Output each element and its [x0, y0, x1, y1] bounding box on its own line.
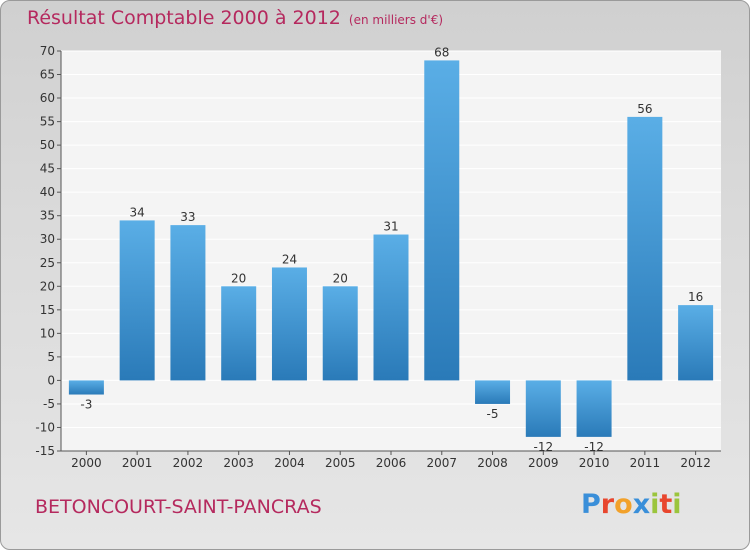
logo-letter: P [581, 489, 601, 520]
data-label: 34 [130, 205, 145, 219]
data-label: 16 [688, 290, 703, 304]
y-tick-label: 70 [40, 44, 55, 58]
x-tick-label: 2008 [477, 456, 508, 470]
x-tick-label: 2004 [274, 456, 305, 470]
data-label: 20 [333, 271, 348, 285]
y-tick-label: 35 [40, 209, 55, 223]
bar [525, 380, 561, 437]
data-label: 24 [282, 252, 297, 266]
logo-letter: o [614, 489, 633, 520]
data-label: -5 [487, 407, 499, 421]
y-tick-label: 40 [40, 185, 55, 199]
y-tick-label: 45 [40, 162, 55, 176]
data-label: 33 [180, 210, 195, 224]
y-tick-label: -10 [35, 420, 55, 434]
x-tick-label: 2002 [173, 456, 204, 470]
y-tick-label: -5 [43, 397, 55, 411]
x-tick-label: 2006 [376, 456, 407, 470]
logo-letter: i [672, 489, 682, 520]
x-tick-label: 2011 [630, 456, 661, 470]
x-tick-label: 2012 [680, 456, 711, 470]
bar [424, 60, 460, 381]
logo-letter: i [650, 489, 660, 520]
x-tick-label: 2001 [122, 456, 153, 470]
data-label: 68 [434, 45, 449, 59]
y-tick-label: 65 [40, 68, 55, 82]
y-tick-label: 20 [40, 279, 55, 293]
proxiti-logo: Proxiti [581, 489, 682, 520]
title-text: Résultat Comptable 2000 à 2012 [27, 7, 341, 29]
bar [68, 380, 104, 395]
logo-letter: r [600, 489, 615, 520]
bar [221, 286, 257, 381]
y-tick-label: 30 [40, 232, 55, 246]
data-label: -12 [534, 440, 554, 454]
x-tick-label: 2009 [528, 456, 559, 470]
bar [678, 305, 714, 381]
y-tick-label: 10 [40, 326, 55, 340]
x-tick-label: 2010 [579, 456, 610, 470]
y-tick-label: 60 [40, 91, 55, 105]
x-tick-label: 2000 [71, 456, 102, 470]
chart-title: Résultat Comptable 2000 à 2012 (en millie… [27, 7, 443, 29]
bar [475, 380, 511, 404]
y-tick-label: 5 [47, 350, 55, 364]
bar [627, 116, 663, 381]
y-tick-label: 15 [40, 303, 55, 317]
x-tick-label: 2005 [325, 456, 356, 470]
y-tick-label: 0 [47, 373, 55, 387]
y-tick-label: 50 [40, 138, 55, 152]
logo-letter: x [632, 489, 651, 520]
data-label: -3 [80, 398, 92, 412]
bar [271, 267, 307, 381]
y-tick-label: 25 [40, 256, 55, 270]
data-label: -12 [584, 440, 604, 454]
bar [119, 220, 155, 381]
y-tick-label: 55 [40, 115, 55, 129]
data-label: 20 [231, 271, 246, 285]
unit-label: (en milliers d'€) [348, 13, 444, 27]
logo-letter: t [659, 489, 673, 520]
city-name: BETONCOURT-SAINT-PANCRAS [35, 496, 322, 518]
data-label: 31 [383, 220, 398, 234]
bar [576, 380, 612, 437]
data-label: 56 [637, 102, 652, 116]
bar [373, 234, 409, 381]
y-tick-label: -15 [35, 444, 55, 458]
x-tick-label: 2007 [426, 456, 457, 470]
bar [170, 225, 206, 381]
bar [322, 286, 358, 381]
x-tick-label: 2003 [223, 456, 254, 470]
